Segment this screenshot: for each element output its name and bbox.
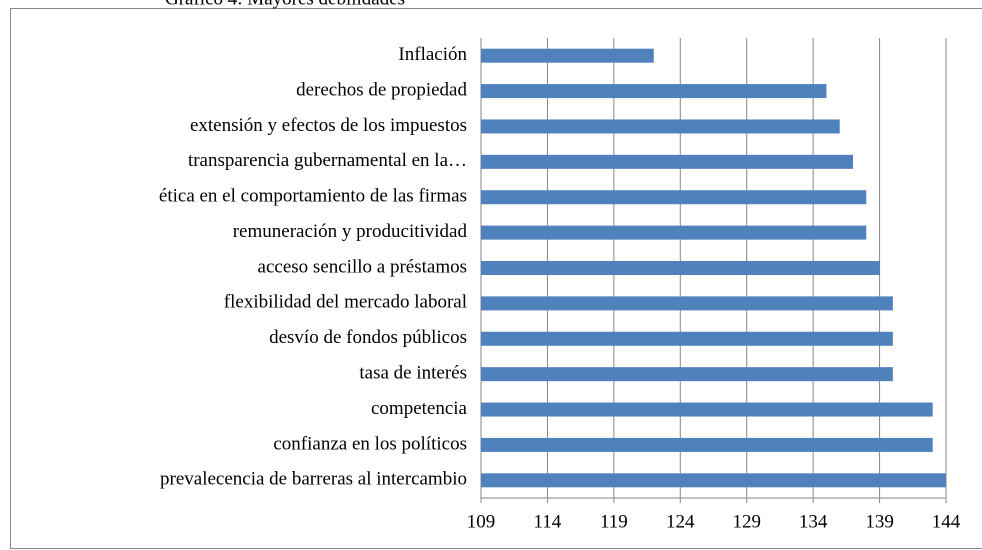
y-tick-label: flexibilidad del mercado laboral — [224, 292, 467, 313]
x-tick-label: 124 — [666, 511, 695, 532]
x-tick-label: 129 — [732, 511, 761, 532]
y-tick-label: desvío de fondos públicos — [269, 327, 467, 348]
y-tick-label: transparencia gubernamental en la… — [188, 150, 467, 171]
bar — [481, 296, 893, 311]
bar — [481, 331, 893, 346]
bar — [481, 119, 840, 134]
bar — [481, 84, 827, 99]
y-tick-label: ética en el comportamiento de las firmas — [159, 186, 467, 207]
y-tick-label: acceso sencillo a préstamos — [258, 256, 467, 277]
bar — [481, 402, 933, 417]
y-tick-label: competencia — [371, 398, 468, 419]
bar — [481, 190, 867, 205]
x-tick-label: 109 — [467, 511, 496, 532]
bar — [481, 367, 893, 382]
bar — [481, 225, 867, 240]
bar — [481, 437, 933, 452]
bar — [481, 48, 654, 63]
y-tick-label: extensión y efectos de los impuestos — [190, 115, 467, 136]
chart-frame — [10, 8, 982, 549]
y-tick-label: remuneración y producitividad — [233, 221, 468, 242]
x-tick-label: 119 — [600, 511, 628, 532]
y-tick-label: tasa de interés — [359, 363, 467, 384]
y-tick-label: Inflación — [398, 44, 467, 65]
x-tick-label: 134 — [799, 511, 828, 532]
x-tick-label: 139 — [865, 511, 894, 532]
x-tick-label: 114 — [534, 511, 562, 532]
bar — [481, 261, 880, 275]
y-tick-label: confianza en los políticos — [273, 433, 467, 454]
bar — [481, 154, 853, 169]
x-tick-label: 144 — [932, 511, 961, 532]
y-tick-label: prevalecencia de barreras al intercambio — [160, 469, 467, 490]
chart-title: Gráfico 4: Mayores debilidades — [165, 0, 405, 9]
bar — [481, 473, 946, 488]
y-tick-label: derechos de propiedad — [296, 79, 467, 100]
